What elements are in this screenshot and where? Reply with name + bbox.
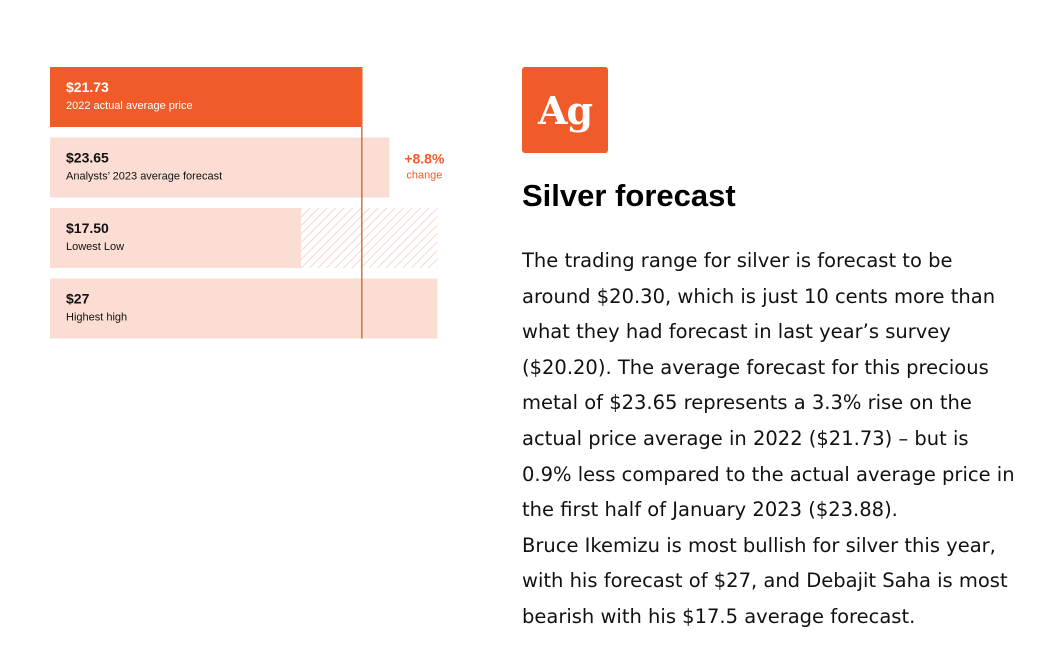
bar-value-label: $21.73 (66, 79, 109, 95)
bar (50, 278, 438, 339)
body-line: actual price average in 2022 ($21.73) – … (522, 426, 969, 450)
body-line: Bruce Ikemizu is most bullish for silver… (522, 533, 996, 557)
bar-category-label: Highest high (66, 312, 127, 324)
bar-value-label: $27 (66, 291, 90, 307)
body-line: ($20.20). The average forecast for this … (522, 355, 989, 379)
silver-symbol-badge: Ag (522, 67, 608, 153)
bar-category-label: Analysts’ 2023 average forecast (66, 171, 222, 183)
silver-price-chart: $21.73 2022 actual average price $23.65 Ana… (50, 67, 445, 339)
hatched-gap (301, 208, 438, 268)
change-annotation-value: +8.8% (404, 151, 445, 167)
bar-value-label: $23.65 (66, 150, 109, 166)
body-line: the first half of January 2023 ($23.88). (522, 498, 898, 522)
body-line: bearish with his $17.5 average forecast. (522, 604, 916, 628)
body-line: 0.9% less compared to the actual average… (522, 462, 1015, 486)
bar-category-label: 2022 actual average price (66, 100, 193, 112)
body-line: The trading range for silver is forecast… (522, 249, 953, 272)
body-line: what they had forecast in last year’s su… (522, 320, 951, 344)
change-annotation-label: change (406, 170, 442, 182)
bar (50, 67, 362, 127)
body-line: with his forecast of $27, and Debajit Sa… (522, 569, 1008, 593)
body-line: around $20.30, which is just 10 cents mo… (522, 284, 996, 308)
bar-category-label: Lowest Low (66, 241, 124, 253)
page-title: Silver forecast (522, 178, 736, 213)
body-line: metal of $23.65 represents a 3.3% rise o… (522, 391, 972, 415)
article-body: The trading range for silver is forecast… (522, 243, 1034, 635)
bar (50, 137, 390, 198)
bar-value-label: $17.50 (66, 220, 109, 236)
bar (50, 208, 302, 268)
